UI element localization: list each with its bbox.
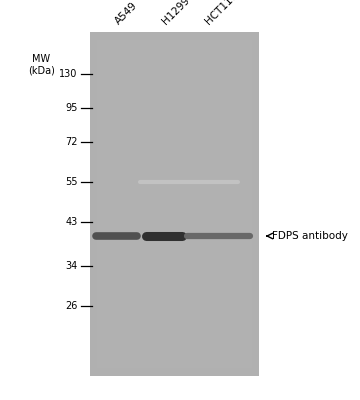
Text: 130: 130 — [59, 69, 77, 79]
Text: 95: 95 — [65, 103, 77, 113]
Text: 55: 55 — [65, 177, 77, 187]
Text: 72: 72 — [65, 137, 77, 147]
Text: FDPS antibody: FDPS antibody — [272, 231, 348, 241]
Text: HCT116: HCT116 — [203, 0, 240, 26]
Bar — [90, 32, 259, 376]
Text: H1299: H1299 — [160, 0, 192, 26]
Text: A549: A549 — [113, 0, 140, 26]
Text: 26: 26 — [65, 301, 77, 311]
Bar — [97, 40, 252, 368]
Text: 43: 43 — [65, 217, 77, 227]
Text: 34: 34 — [65, 261, 77, 271]
Text: MW
(kDa): MW (kDa) — [28, 54, 55, 76]
